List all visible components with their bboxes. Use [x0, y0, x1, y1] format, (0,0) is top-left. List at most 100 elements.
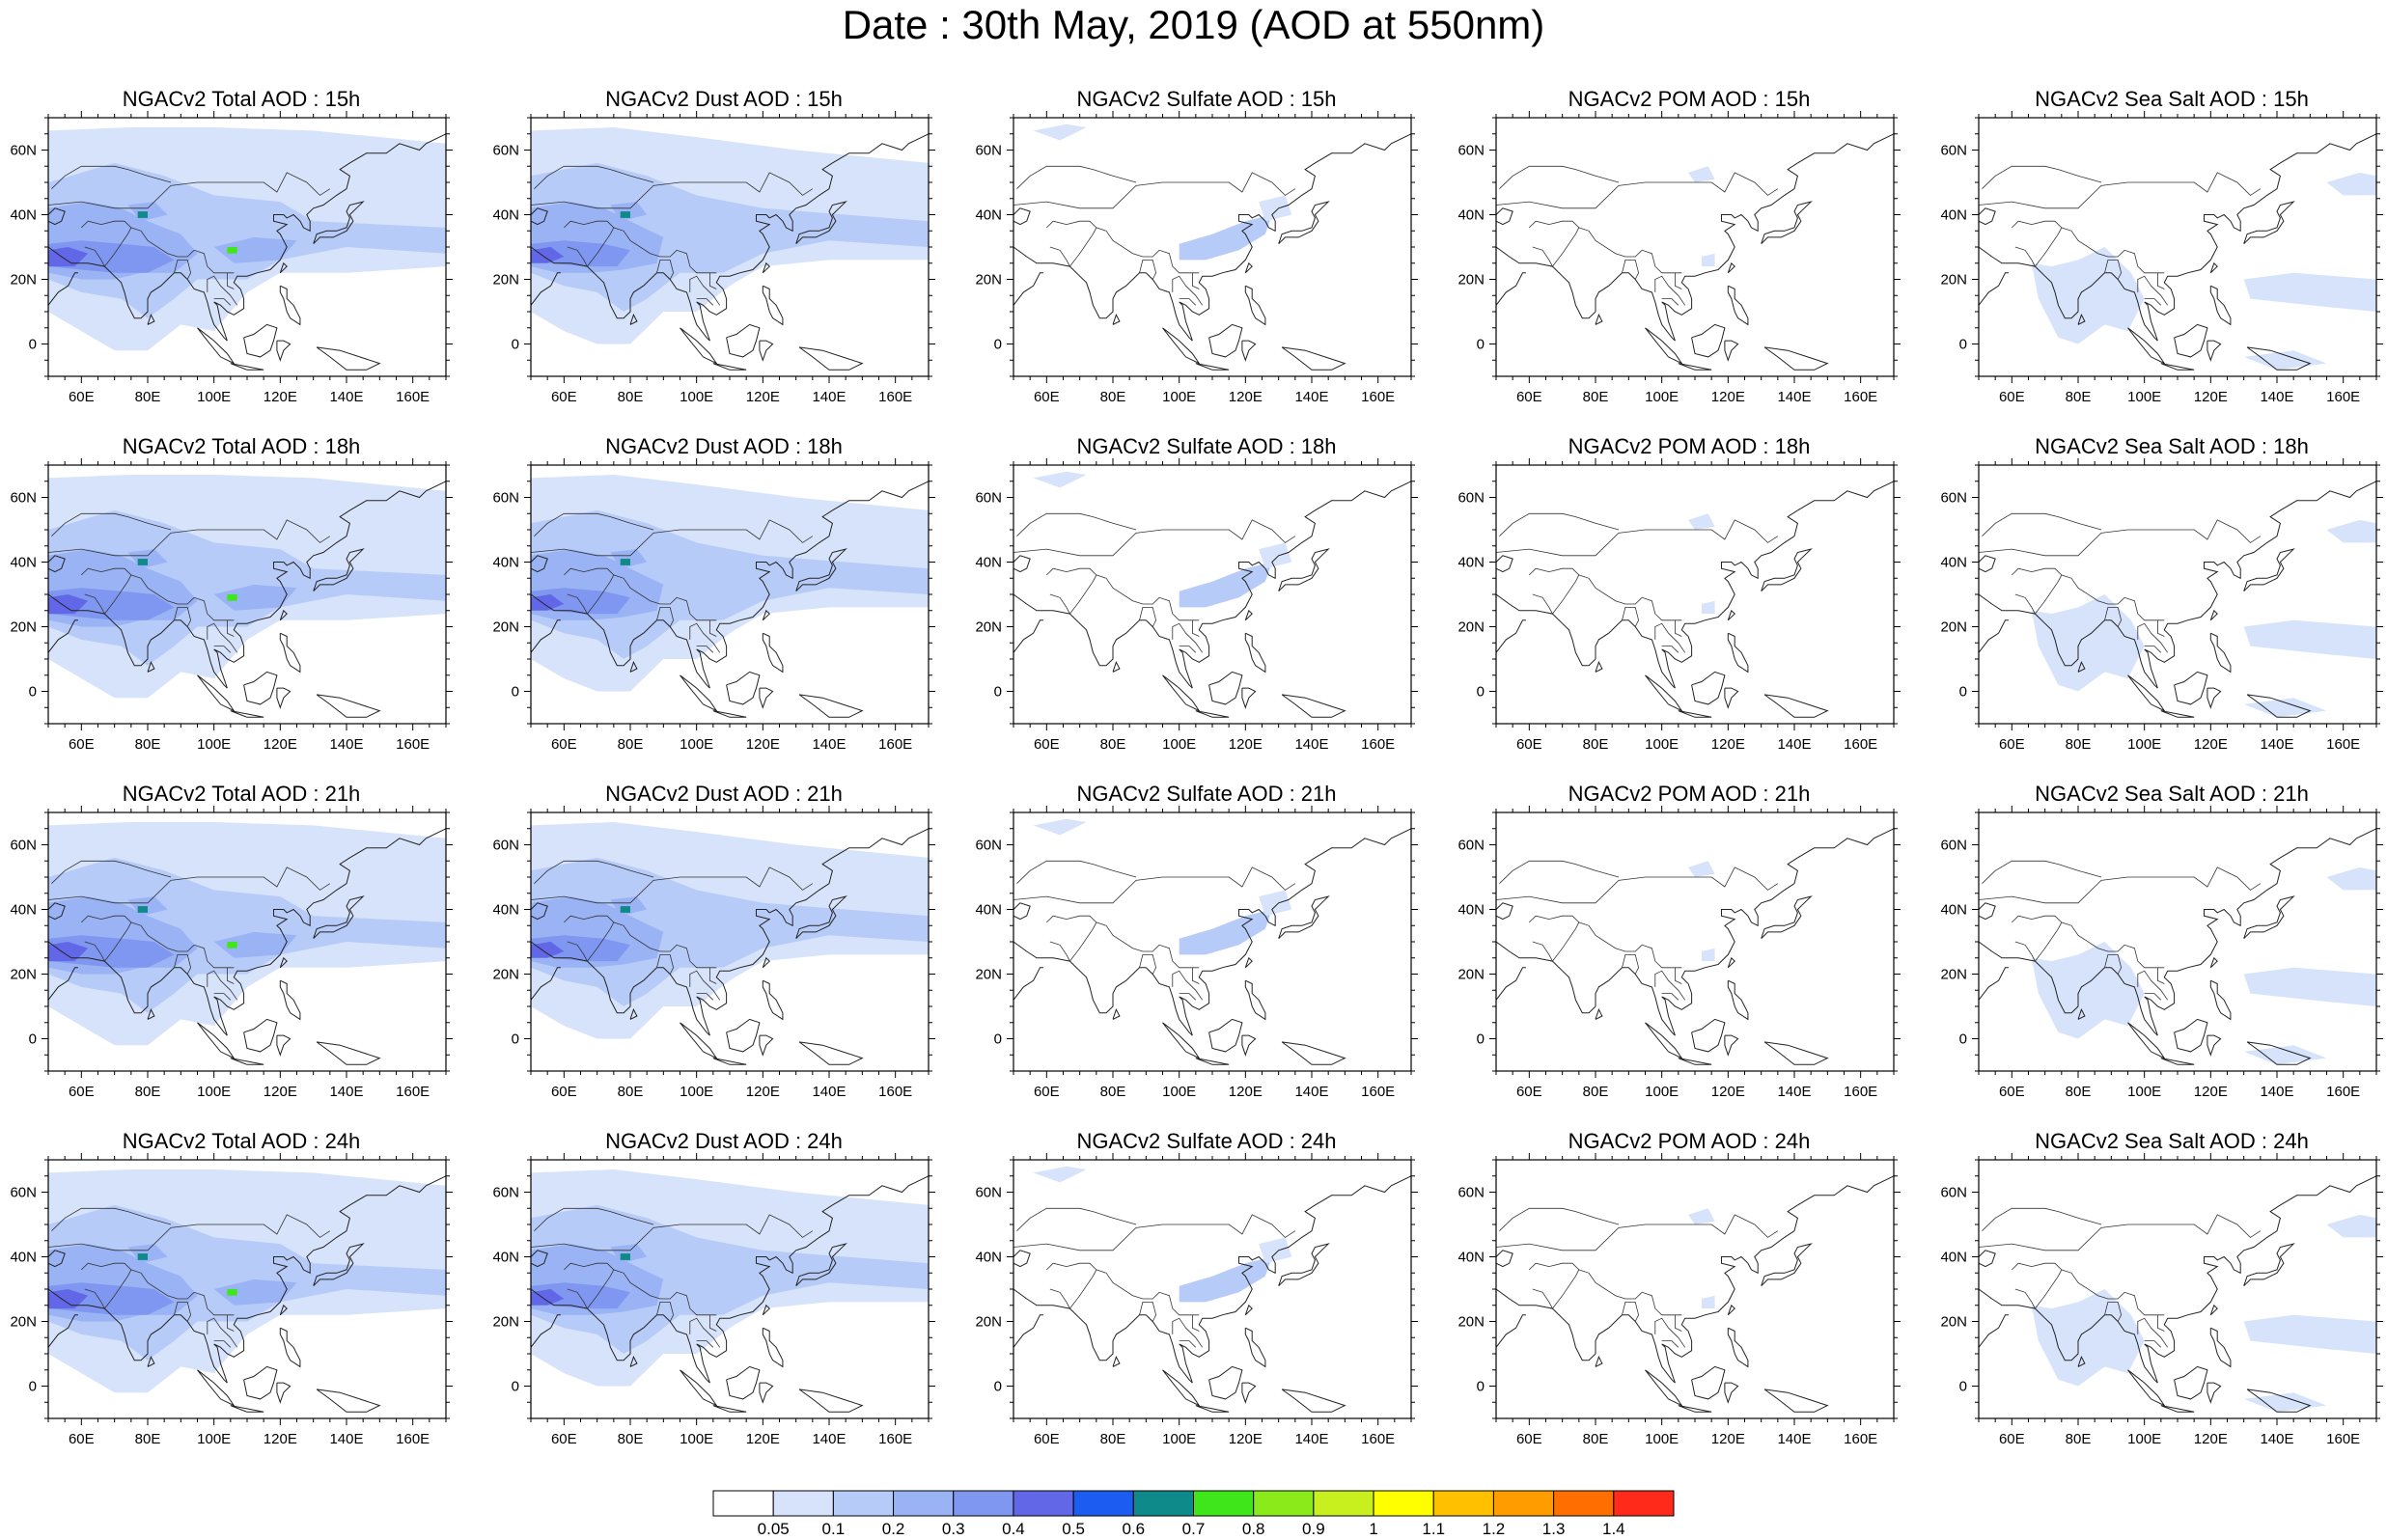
coastline	[531, 1288, 710, 1384]
coastline	[712, 1405, 747, 1413]
coastline	[1195, 1058, 1230, 1065]
y-tick-label: 60N	[1457, 1185, 1485, 1201]
coastline	[48, 1314, 78, 1348]
country-border	[1674, 967, 1682, 984]
x-tick-label: 120E	[1711, 1431, 1745, 1447]
y-tick-label: 40N	[1457, 902, 1485, 919]
coastline	[1244, 285, 1266, 326]
aod-colorbar: 0.05 0.1 0.2 0.3 0.4 0.5 0.6 0.7 0.8 0.9 1 1.1 1.2 1.…	[712, 1490, 1675, 1538]
map-panel: NGACv2 POM AOD : 24h 60E 80E 100E 120E 140E 16…	[1448, 1129, 1930, 1476]
coastline	[2209, 1327, 2232, 1368]
country-border	[1013, 519, 1296, 557]
colorbar-label: 0.9	[1302, 1520, 1325, 1538]
coastline	[276, 1382, 291, 1404]
coastline	[531, 555, 548, 573]
coastline	[1496, 967, 1526, 1001]
map-plot: 60E 80E 100E 120E 140E 160E 60N 40N 20N 0	[1940, 458, 2383, 753]
coastline	[1112, 661, 1121, 673]
coastline	[1244, 1304, 1253, 1316]
coastline	[1691, 323, 1726, 358]
x-tick-label: 80E	[618, 389, 644, 405]
aod-field-region	[227, 594, 237, 601]
country-border	[1979, 172, 2262, 209]
coastline	[1162, 674, 1201, 712]
coastline	[197, 1369, 236, 1407]
aod-field-region	[1033, 1166, 1087, 1183]
x-tick-label: 140E	[329, 389, 363, 405]
aod-field-region	[213, 1279, 297, 1306]
country-border	[48, 172, 331, 209]
aod-field-region	[2243, 272, 2376, 312]
y-tick-label: 20N	[1940, 1314, 1967, 1331]
colorbar-swatch	[1132, 1490, 1194, 1517]
country-border	[1532, 227, 1580, 267]
y-tick-label: 20N	[10, 967, 37, 983]
coastline	[2077, 314, 2086, 325]
coastline	[213, 828, 446, 1036]
coastline	[1112, 1356, 1121, 1367]
aod-field-region	[531, 240, 630, 267]
aod-field-region	[2031, 942, 2145, 1039]
map-plot: 60E 80E 100E 120E 140E 160E 60N 40N 20N 0	[1457, 1153, 1901, 1447]
country-border	[1013, 1214, 1296, 1251]
x-tick-label: 100E	[197, 1084, 231, 1100]
x-tick-label: 140E	[2260, 736, 2293, 753]
aod-field-region	[2031, 247, 2145, 344]
colorbar-swatch	[832, 1490, 895, 1517]
panel-title: NGACv2 Dust AOD : 18h	[605, 434, 843, 458]
map-plot: 60E 80E 100E 120E 140E 160E 60N 40N 20N 0	[492, 111, 935, 405]
x-tick-label: 60E	[1999, 1084, 2025, 1100]
x-tick-label: 120E	[264, 736, 297, 753]
coastline	[1678, 1058, 1712, 1065]
x-tick-label: 140E	[812, 736, 846, 753]
country-border	[1191, 272, 1200, 289]
country-border	[1499, 860, 1620, 884]
coastline	[1979, 1250, 1996, 1268]
map-panel: NGACv2 Dust AOD : 18h 60E 80E 100E 120E 140E 1…	[483, 434, 965, 782]
coastline	[2246, 694, 2312, 718]
aod-field-region	[531, 857, 929, 1006]
coastline	[531, 246, 710, 342]
coastline	[2144, 481, 2376, 689]
country-border	[2137, 1317, 2169, 1348]
coastline	[313, 201, 365, 245]
country-border	[656, 1301, 675, 1322]
y-tick-label: 60N	[1457, 838, 1485, 854]
map-plot: 60E 80E 100E 120E 140E 160E 60N 40N 20N 0	[10, 1153, 453, 1447]
figure-title: Date : 30th May, 2019 (AOD at 550nm)	[842, 2, 1545, 47]
coastline	[1496, 1314, 1526, 1348]
map-plot: 60E 80E 100E 120E 140E 160E 60N 40N 20N 0	[975, 111, 1418, 405]
x-tick-label: 160E	[2326, 1084, 2360, 1100]
country-border	[2012, 1262, 2165, 1316]
x-tick-label: 100E	[680, 1084, 713, 1100]
x-tick-label: 60E	[69, 1431, 95, 1447]
country-border	[689, 622, 721, 653]
y-tick-label: 20N	[1457, 1314, 1485, 1331]
country-border	[2014, 574, 2063, 615]
aod-field-region	[48, 1289, 89, 1309]
country-border	[656, 259, 675, 280]
coastline	[1241, 1034, 1257, 1057]
country-border	[1046, 1262, 1200, 1316]
country-border	[2137, 970, 2169, 1001]
aod-field-region	[1688, 1208, 1715, 1224]
x-tick-label: 100E	[197, 1431, 231, 1447]
coastline	[795, 1243, 847, 1287]
coastline	[759, 340, 774, 362]
country-border	[567, 1269, 615, 1309]
country-border	[567, 227, 615, 267]
aod-field-region	[1259, 1237, 1292, 1264]
x-tick-label: 100E	[197, 389, 231, 405]
map-panel: NGACv2 Sulfate AOD : 21h 60E 80E 100E 120E 14…	[965, 782, 1448, 1129]
y-tick-label: 60N	[975, 838, 1002, 854]
country-border	[1529, 1262, 1682, 1316]
country-border	[708, 967, 717, 984]
coastline	[1661, 828, 1894, 1036]
coastline	[1727, 1327, 1749, 1368]
country-border	[1172, 622, 1204, 653]
coastline	[279, 285, 301, 326]
y-tick-label: 40N	[10, 207, 37, 224]
country-border	[1674, 619, 1682, 637]
coastline	[1496, 593, 1676, 689]
map-plot: 60E 80E 100E 120E 140E 160E 60N 40N 20N 0	[10, 111, 453, 405]
